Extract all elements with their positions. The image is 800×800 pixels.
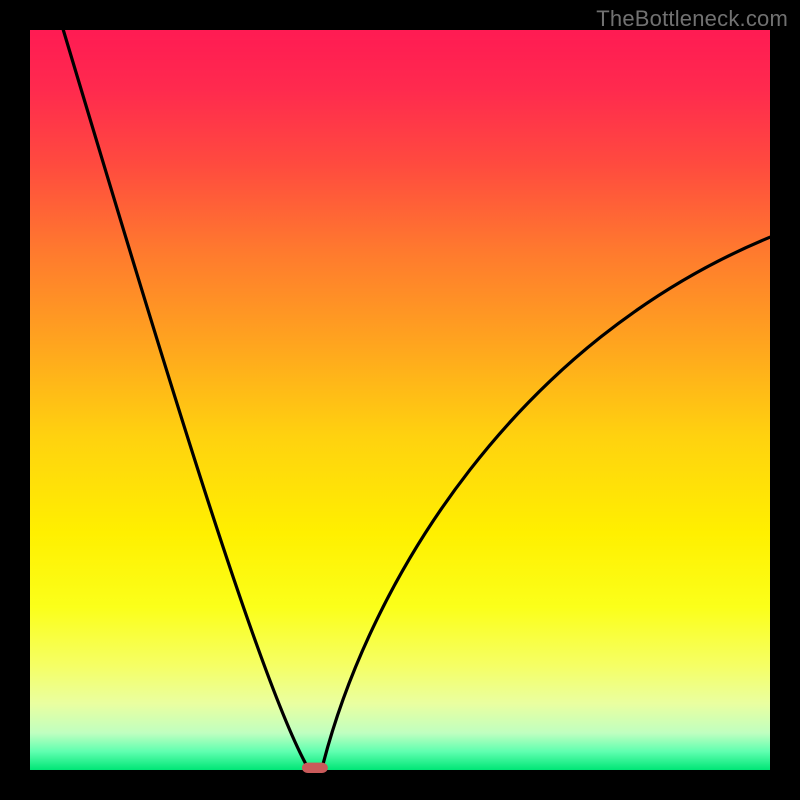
optimum-marker [302, 763, 328, 773]
chart-container: TheBottleneck.com [0, 0, 800, 800]
bottleneck-chart [0, 0, 800, 800]
plot-background [30, 30, 770, 770]
watermark-text: TheBottleneck.com [596, 6, 788, 32]
